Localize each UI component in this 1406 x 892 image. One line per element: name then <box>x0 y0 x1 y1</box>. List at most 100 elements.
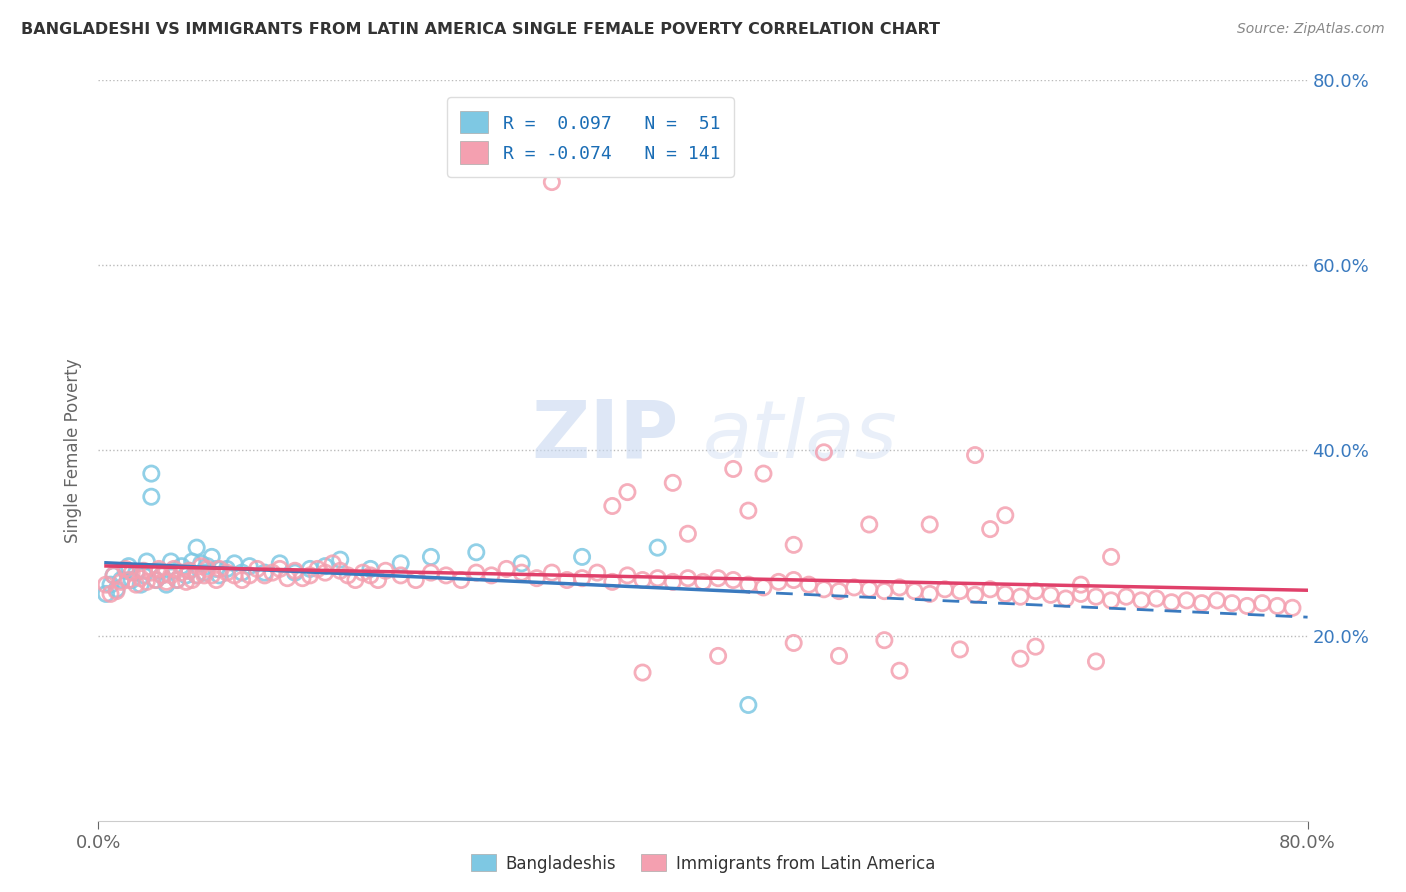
Point <box>276 571 298 585</box>
Point <box>752 467 775 481</box>
Point <box>631 573 654 587</box>
Point <box>110 574 132 589</box>
Point <box>224 557 246 571</box>
Point <box>186 541 208 555</box>
Point <box>737 577 759 591</box>
Point <box>360 562 382 576</box>
Point <box>1085 590 1108 604</box>
Point <box>631 665 654 680</box>
Text: ZIP: ZIP <box>531 397 679 475</box>
Point <box>135 554 157 569</box>
Point <box>186 568 208 582</box>
Point <box>420 566 443 580</box>
Point <box>1267 599 1289 613</box>
Point <box>132 568 155 582</box>
Point <box>873 633 896 648</box>
Point <box>571 571 593 585</box>
Point <box>201 568 224 582</box>
Point <box>174 574 197 589</box>
Point <box>100 577 122 591</box>
Point <box>231 573 253 587</box>
Point <box>844 581 866 595</box>
Point <box>783 538 806 552</box>
Point <box>1024 640 1046 654</box>
Point <box>105 582 128 597</box>
Point <box>299 562 322 576</box>
Point <box>949 642 972 657</box>
Point <box>125 577 148 591</box>
Point <box>1024 584 1046 599</box>
Point <box>103 568 125 582</box>
Point <box>540 566 562 580</box>
Point <box>262 566 284 580</box>
Point <box>181 573 204 587</box>
Point <box>141 566 163 580</box>
Point <box>367 573 389 587</box>
Point <box>1115 590 1137 604</box>
Point <box>1160 595 1182 609</box>
Point <box>1144 591 1167 606</box>
Point <box>616 568 638 582</box>
Point <box>299 568 322 582</box>
Point <box>160 568 183 582</box>
Point <box>979 522 1001 536</box>
Point <box>949 584 972 599</box>
Point <box>179 564 201 578</box>
Point <box>291 571 314 585</box>
Point <box>813 582 835 597</box>
Point <box>145 573 167 587</box>
Point <box>148 564 170 578</box>
Point <box>253 568 276 582</box>
Point <box>723 462 745 476</box>
Point <box>873 584 896 599</box>
Point <box>132 564 155 578</box>
Point <box>481 568 503 582</box>
Point <box>676 571 699 585</box>
Point <box>94 587 117 601</box>
Point <box>253 566 276 580</box>
Point <box>571 549 593 564</box>
Point <box>389 557 412 571</box>
Point <box>193 568 215 582</box>
Point <box>208 568 231 582</box>
Point <box>586 566 609 580</box>
Point <box>193 566 215 580</box>
Point <box>737 698 759 712</box>
Point <box>1085 655 1108 669</box>
Point <box>344 573 367 587</box>
Point <box>450 573 472 587</box>
Point <box>135 574 157 589</box>
Point <box>110 573 132 587</box>
Point <box>661 475 683 490</box>
Text: atlas: atlas <box>703 397 898 475</box>
Point <box>360 568 382 582</box>
Point <box>179 564 201 578</box>
Point <box>181 554 204 569</box>
Point <box>208 562 231 576</box>
Point <box>121 566 143 580</box>
Point <box>141 467 163 481</box>
Point <box>813 445 835 459</box>
Point <box>284 564 307 578</box>
Point <box>723 573 745 587</box>
Point <box>215 562 238 576</box>
Point <box>114 564 136 578</box>
Point <box>150 568 173 582</box>
Point <box>170 566 193 580</box>
Point <box>224 568 246 582</box>
Point <box>768 574 790 589</box>
Point <box>239 559 262 574</box>
Point <box>889 581 911 595</box>
Point <box>114 562 136 576</box>
Point <box>828 648 851 663</box>
Point <box>434 568 457 582</box>
Point <box>190 557 212 571</box>
Point <box>707 648 730 663</box>
Point <box>1175 593 1198 607</box>
Point <box>374 564 396 578</box>
Point <box>1070 577 1092 591</box>
Point <box>322 557 344 571</box>
Point <box>1206 593 1229 607</box>
Point <box>100 587 122 601</box>
Point <box>239 568 262 582</box>
